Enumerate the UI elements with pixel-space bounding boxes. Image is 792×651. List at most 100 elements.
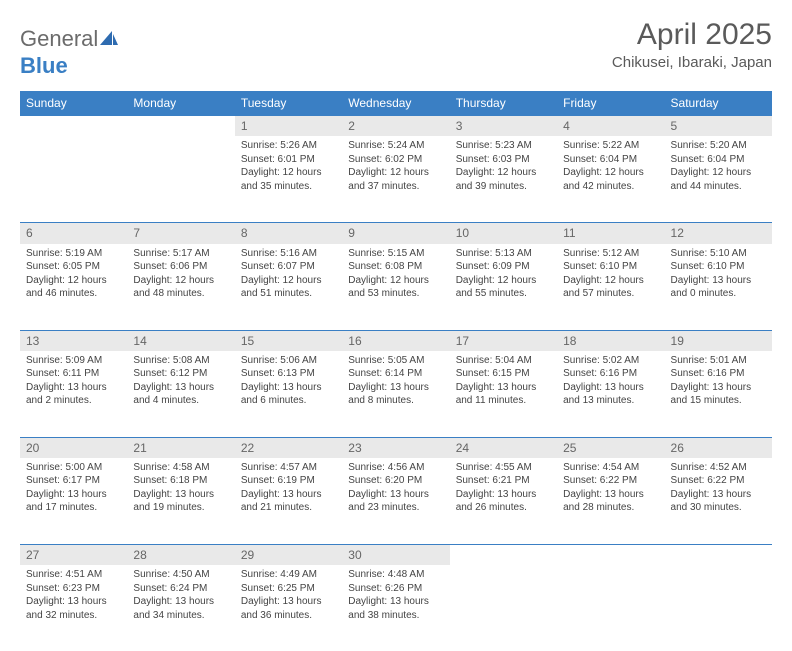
sunrise-line: Sunrise: 5:06 AM bbox=[241, 354, 336, 368]
sunrise-line: Sunrise: 5:20 AM bbox=[671, 139, 766, 153]
day-number: 28 bbox=[127, 544, 234, 565]
daylight-line: Daylight: 13 hours and 36 minutes. bbox=[241, 595, 336, 622]
day-cell: Sunrise: 5:10 AMSunset: 6:10 PMDaylight:… bbox=[665, 244, 772, 330]
day-cell: Sunrise: 5:08 AMSunset: 6:12 PMDaylight:… bbox=[127, 351, 234, 437]
weekday-header-row: Sunday Monday Tuesday Wednesday Thursday… bbox=[20, 91, 772, 115]
day-cell-body: Sunrise: 5:15 AMSunset: 6:08 PMDaylight:… bbox=[342, 244, 449, 307]
week-daynum-row: 20212223242526 bbox=[20, 437, 772, 458]
day-number bbox=[127, 115, 234, 136]
daynum-cell: 2 bbox=[342, 115, 449, 136]
daynum-cell: 16 bbox=[342, 330, 449, 351]
day-cell-body: Sunrise: 5:23 AMSunset: 6:03 PMDaylight:… bbox=[450, 136, 557, 199]
day-cell-body: Sunrise: 4:58 AMSunset: 6:18 PMDaylight:… bbox=[127, 458, 234, 521]
sunset-line: Sunset: 6:03 PM bbox=[456, 153, 551, 167]
daynum-cell: 17 bbox=[450, 330, 557, 351]
day-number: 12 bbox=[665, 222, 772, 243]
day-cell bbox=[665, 565, 772, 651]
day-number: 6 bbox=[20, 222, 127, 243]
daylight-line: Daylight: 12 hours and 44 minutes. bbox=[671, 166, 766, 193]
sunset-line: Sunset: 6:16 PM bbox=[671, 367, 766, 381]
day-cell-body: Sunrise: 5:20 AMSunset: 6:04 PMDaylight:… bbox=[665, 136, 772, 199]
sunrise-line: Sunrise: 4:51 AM bbox=[26, 568, 121, 582]
day-cell-body: Sunrise: 5:08 AMSunset: 6:12 PMDaylight:… bbox=[127, 351, 234, 414]
daynum-cell: 26 bbox=[665, 437, 772, 458]
calendar-body: 12345Sunrise: 5:26 AMSunset: 6:01 PMDayl… bbox=[20, 115, 772, 651]
daylight-line: Daylight: 12 hours and 51 minutes. bbox=[241, 274, 336, 301]
day-cell: Sunrise: 5:01 AMSunset: 6:16 PMDaylight:… bbox=[665, 351, 772, 437]
daynum-cell bbox=[557, 544, 664, 565]
sunrise-line: Sunrise: 5:02 AM bbox=[563, 354, 658, 368]
sunset-line: Sunset: 6:04 PM bbox=[671, 153, 766, 167]
daynum-cell: 6 bbox=[20, 222, 127, 243]
daylight-line: Daylight: 13 hours and 21 minutes. bbox=[241, 488, 336, 515]
day-number bbox=[665, 544, 772, 565]
week-content-row: Sunrise: 5:19 AMSunset: 6:05 PMDaylight:… bbox=[20, 244, 772, 330]
sunrise-line: Sunrise: 5:23 AM bbox=[456, 139, 551, 153]
sunset-line: Sunset: 6:24 PM bbox=[133, 582, 228, 596]
col-sunday: Sunday bbox=[20, 91, 127, 115]
day-number: 17 bbox=[450, 330, 557, 351]
daynum-cell: 13 bbox=[20, 330, 127, 351]
sunrise-line: Sunrise: 5:16 AM bbox=[241, 247, 336, 261]
sunrise-line: Sunrise: 5:00 AM bbox=[26, 461, 121, 475]
daynum-cell: 15 bbox=[235, 330, 342, 351]
sunset-line: Sunset: 6:25 PM bbox=[241, 582, 336, 596]
sunset-line: Sunset: 6:21 PM bbox=[456, 474, 551, 488]
sunset-line: Sunset: 6:07 PM bbox=[241, 260, 336, 274]
day-cell: Sunrise: 4:57 AMSunset: 6:19 PMDaylight:… bbox=[235, 458, 342, 544]
day-number: 2 bbox=[342, 115, 449, 136]
daylight-line: Daylight: 12 hours and 42 minutes. bbox=[563, 166, 658, 193]
day-number: 25 bbox=[557, 437, 664, 458]
sunset-line: Sunset: 6:02 PM bbox=[348, 153, 443, 167]
day-cell: Sunrise: 4:50 AMSunset: 6:24 PMDaylight:… bbox=[127, 565, 234, 651]
sunrise-line: Sunrise: 4:55 AM bbox=[456, 461, 551, 475]
week-content-row: Sunrise: 5:00 AMSunset: 6:17 PMDaylight:… bbox=[20, 458, 772, 544]
day-cell-body: Sunrise: 5:19 AMSunset: 6:05 PMDaylight:… bbox=[20, 244, 127, 307]
sunrise-line: Sunrise: 5:26 AM bbox=[241, 139, 336, 153]
sunset-line: Sunset: 6:05 PM bbox=[26, 260, 121, 274]
daynum-cell: 21 bbox=[127, 437, 234, 458]
sunset-line: Sunset: 6:19 PM bbox=[241, 474, 336, 488]
sunset-line: Sunset: 6:10 PM bbox=[563, 260, 658, 274]
day-number: 27 bbox=[20, 544, 127, 565]
sunrise-line: Sunrise: 4:56 AM bbox=[348, 461, 443, 475]
week-content-row: Sunrise: 4:51 AMSunset: 6:23 PMDaylight:… bbox=[20, 565, 772, 651]
day-number: 3 bbox=[450, 115, 557, 136]
day-number: 13 bbox=[20, 330, 127, 351]
daylight-line: Daylight: 13 hours and 32 minutes. bbox=[26, 595, 121, 622]
day-cell-body: Sunrise: 5:13 AMSunset: 6:09 PMDaylight:… bbox=[450, 244, 557, 307]
day-cell bbox=[127, 136, 234, 222]
day-number: 26 bbox=[665, 437, 772, 458]
daylight-line: Daylight: 12 hours and 48 minutes. bbox=[133, 274, 228, 301]
sunset-line: Sunset: 6:01 PM bbox=[241, 153, 336, 167]
logo-word-blue: Blue bbox=[20, 53, 68, 78]
daynum-cell: 23 bbox=[342, 437, 449, 458]
col-wednesday: Wednesday bbox=[342, 91, 449, 115]
day-cell bbox=[450, 565, 557, 651]
daylight-line: Daylight: 12 hours and 53 minutes. bbox=[348, 274, 443, 301]
day-number: 19 bbox=[665, 330, 772, 351]
day-cell-body: Sunrise: 5:01 AMSunset: 6:16 PMDaylight:… bbox=[665, 351, 772, 414]
day-number: 8 bbox=[235, 222, 342, 243]
sunset-line: Sunset: 6:16 PM bbox=[563, 367, 658, 381]
day-cell-body: Sunrise: 4:50 AMSunset: 6:24 PMDaylight:… bbox=[127, 565, 234, 628]
title-location: Chikusei, Ibaraki, Japan bbox=[612, 54, 772, 71]
week-content-row: Sunrise: 5:26 AMSunset: 6:01 PM Daylight:… bbox=[20, 136, 772, 222]
daynum-cell: 12 bbox=[665, 222, 772, 243]
day-number: 20 bbox=[20, 437, 127, 458]
sunset-line: Sunset: 6:23 PM bbox=[26, 582, 121, 596]
day-cell: Sunrise: 4:48 AMSunset: 6:26 PMDaylight:… bbox=[342, 565, 449, 651]
sunrise-line: Sunrise: 5:10 AM bbox=[671, 247, 766, 261]
day-cell-body: Sunrise: 4:49 AMSunset: 6:25 PMDaylight:… bbox=[235, 565, 342, 628]
daylight-line: Daylight: 13 hours and 15 minutes. bbox=[671, 381, 766, 408]
day-number: 16 bbox=[342, 330, 449, 351]
sunset-line: Sunset: 6:15 PM bbox=[456, 367, 551, 381]
daynum-cell: 10 bbox=[450, 222, 557, 243]
day-cell-body: Sunrise: 4:48 AMSunset: 6:26 PMDaylight:… bbox=[342, 565, 449, 628]
week-daynum-row: 27282930 bbox=[20, 544, 772, 565]
daylight-line: Daylight: 13 hours and 2 minutes. bbox=[26, 381, 121, 408]
day-number bbox=[450, 544, 557, 565]
sunset-line: Sunset: 6:18 PM bbox=[133, 474, 228, 488]
sunrise-line: Sunrise: 4:57 AM bbox=[241, 461, 336, 475]
daynum-cell: 11 bbox=[557, 222, 664, 243]
